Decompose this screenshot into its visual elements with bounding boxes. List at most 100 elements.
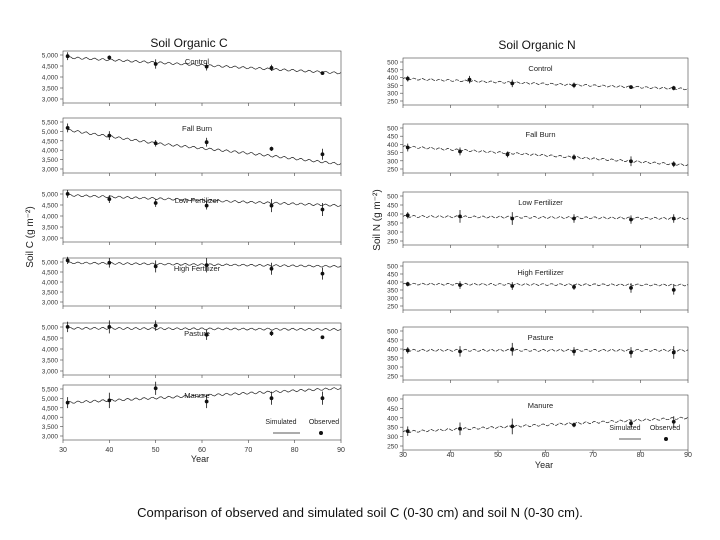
panel-n-3: Low Fertilizer 500 450 400 350 300 250 <box>387 191 689 248</box>
x-tick-label: 90 <box>337 447 345 454</box>
y-tick-label: 4,500 <box>42 270 59 277</box>
y-tick-label: 4,000 <box>42 280 59 287</box>
y-tick-label: 600 <box>387 397 398 404</box>
y-tick-label: 5,000 <box>42 192 59 199</box>
observed-point <box>269 266 274 271</box>
observed-point <box>671 216 676 221</box>
y-tick-label: 5,000 <box>42 129 59 136</box>
legend-observed-marker <box>664 437 668 441</box>
panel-label: Manure <box>184 391 209 400</box>
observed-point <box>153 264 158 269</box>
y-tick-label: 500 <box>387 126 398 133</box>
x-tick-label: 70 <box>589 452 597 459</box>
y-tick-label: 3,000 <box>42 167 59 174</box>
y-tick-label: 450 <box>387 203 398 210</box>
y-tick-label: 4,000 <box>42 148 59 155</box>
observed-point <box>629 350 633 355</box>
y-tick-label: 300 <box>387 434 398 441</box>
observed-point <box>510 81 515 86</box>
observed-point <box>572 422 576 427</box>
y-tick-label: 450 <box>387 67 398 74</box>
y-tick-label: 3,500 <box>42 358 59 365</box>
panel-c-3: Low Fertilizer 5,000 4,500 4,000 3,500 3,000 <box>42 189 342 245</box>
y-tick-label: 300 <box>387 296 398 303</box>
x-tick-label: 60 <box>198 447 206 454</box>
observed-point <box>204 332 209 337</box>
x-tick-label: 90 <box>684 452 692 459</box>
x-tick-label: 50 <box>494 452 502 459</box>
observed-point <box>671 419 676 424</box>
panel-label: Manure <box>528 401 553 410</box>
panel-label: Fall Burn <box>525 130 555 139</box>
y-tick-label: 450 <box>387 406 398 413</box>
simulated-line <box>67 193 342 207</box>
observed-point <box>572 349 576 354</box>
panel-label: Pasture <box>528 333 554 342</box>
simulated-line <box>67 326 342 331</box>
observed-point <box>204 64 209 69</box>
y-tick-label: 250 <box>387 444 398 451</box>
observed-point <box>510 284 515 288</box>
y-tick-label: 4,500 <box>42 203 59 210</box>
observed-point <box>269 331 274 336</box>
simulated-line <box>402 215 689 220</box>
y-tick-label: 3,500 <box>42 290 59 297</box>
x-tick-label: 80 <box>291 447 299 454</box>
observed-point <box>65 192 70 196</box>
observed-point <box>629 159 633 164</box>
observed-point <box>572 216 576 221</box>
observed-point <box>629 85 633 90</box>
y-tick-label: 300 <box>387 158 398 165</box>
simulated-line <box>402 145 689 167</box>
y-tick-label: 500 <box>387 329 398 336</box>
x-axis-label-n: Year <box>535 460 553 470</box>
y-tick-label: 3,500 <box>42 86 59 93</box>
y-tick-label: 3,500 <box>42 424 59 431</box>
observed-point <box>204 399 209 404</box>
y-tick-label: 300 <box>387 365 398 372</box>
observed-point <box>153 141 158 146</box>
y-tick-label: 3,000 <box>42 300 59 307</box>
x-axis-label-c: Year <box>191 454 209 464</box>
observed-point <box>107 398 112 403</box>
panel-n-5: Pasture 500 450 400 350 300 250 <box>387 326 689 383</box>
observed-point <box>269 66 274 70</box>
observed-point <box>405 213 410 218</box>
y-tick-label: 300 <box>387 91 398 98</box>
x-tick-label: 40 <box>447 452 455 459</box>
y-tick-label: 450 <box>387 272 398 279</box>
soil-organic-c-figure: Soil Organic C Soil C (g m⁻²) Control 5,000… <box>25 36 345 464</box>
panel-label: Fall Burn <box>182 124 212 133</box>
simulated-line <box>67 56 342 75</box>
figure-caption: Comparison of observed and simulated soi… <box>137 505 583 520</box>
observed-point <box>153 201 158 205</box>
y-tick-label: 250 <box>387 374 398 381</box>
y-tick-label: 3,000 <box>42 434 59 441</box>
observed-point <box>467 77 472 82</box>
observed-point <box>107 197 112 202</box>
observed-point <box>65 126 70 130</box>
y-tick-label: 500 <box>387 60 398 67</box>
y-tick-label: 350 <box>387 150 398 157</box>
y-tick-label: 5,000 <box>42 53 59 60</box>
observed-point <box>107 260 112 265</box>
simulated-line <box>402 77 689 91</box>
y-tick-label: 250 <box>387 99 398 106</box>
panel-c-2: Fall Burn 5,500 5,000 4,500 4,000 3,500 3,000 <box>42 117 342 176</box>
y-tick-label: 3,000 <box>42 97 59 104</box>
y-tick-label: 4,500 <box>42 336 59 343</box>
y-tick-label: 4,500 <box>42 138 59 145</box>
y-tick-label: 300 <box>387 230 398 237</box>
legend-c: Simulated Observed <box>265 419 339 435</box>
observed-point <box>65 258 70 263</box>
panel-label: High Fertilizer <box>174 264 221 273</box>
legend-observed-label: Observed <box>309 419 339 426</box>
y-tick-label: 350 <box>387 288 398 295</box>
y-tick-label: 500 <box>387 194 398 201</box>
simulated-line <box>402 348 689 352</box>
observed-point <box>320 152 325 157</box>
